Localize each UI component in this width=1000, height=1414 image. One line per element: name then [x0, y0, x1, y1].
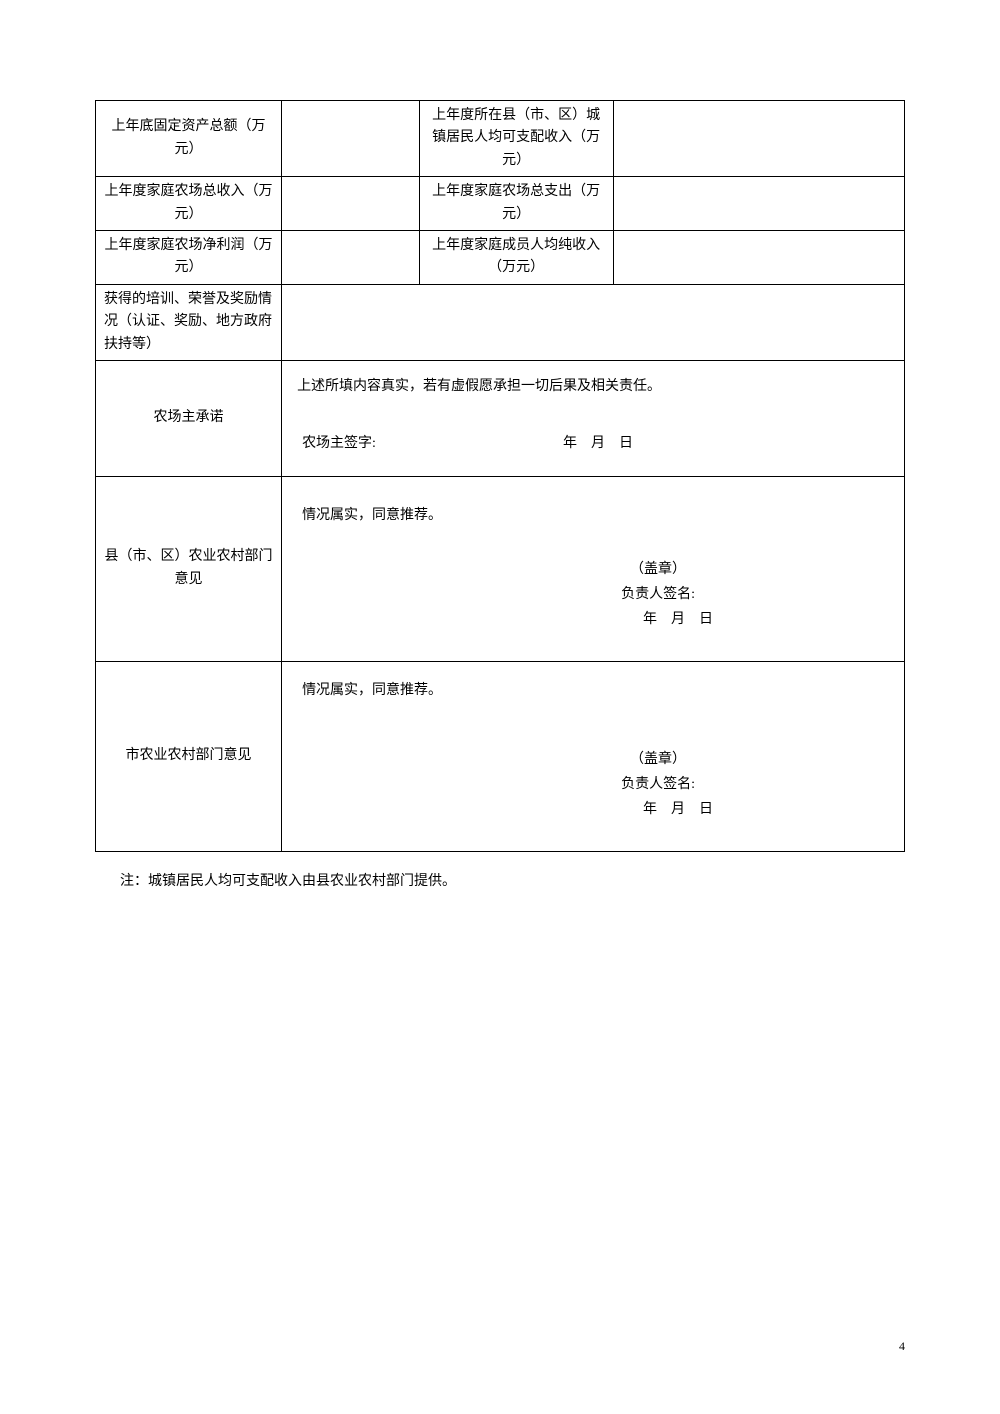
table-row: 上年底固定资产总额（万元） 上年度所在县（市、区）城镇居民人均可支配收入（万元） — [96, 101, 905, 177]
county-statement: 情况属实，同意推荐。 — [297, 505, 889, 527]
value-awards — [282, 284, 905, 360]
value-per-capita-income — [613, 230, 904, 284]
stamp-label: （盖章） — [427, 747, 889, 772]
commitment-content: 上述所填内容真实，若有虚假愿承担一切后果及相关责任。 农场主签字: 年 月 日 — [282, 360, 905, 476]
label-fixed-assets: 上年底固定资产总额（万元） — [96, 101, 282, 177]
commitment-statement: 上述所填内容真实，若有虚假愿承担一切后果及相关责任。 — [297, 376, 889, 398]
date-placeholder: 年 月 日 — [427, 797, 889, 822]
table-row: 农场主承诺 上述所填内容真实，若有虚假愿承担一切后果及相关责任。 农场主签字: … — [96, 360, 905, 476]
county-stamp-block: （盖章） 负责人签名: 年 月 日 — [297, 557, 889, 633]
label-commitment: 农场主承诺 — [96, 360, 282, 476]
label-disposable-income: 上年度所在县（市、区）城镇居民人均可支配收入（万元） — [419, 101, 613, 177]
page-number: 4 — [899, 1339, 905, 1354]
value-disposable-income — [613, 101, 904, 177]
label-city-opinion: 市农业农村部门意见 — [96, 661, 282, 851]
date-placeholder: 年 月 日 — [427, 607, 889, 632]
signature-line: 农场主签字: 年 月 日 — [297, 433, 889, 455]
label-total-expense: 上年度家庭农场总支出（万元） — [419, 177, 613, 231]
table-row: 市农业农村部门意见 情况属实，同意推荐。 （盖章） 负责人签名: 年 月 日 — [96, 661, 905, 851]
city-opinion-content: 情况属实，同意推荐。 （盖章） 负责人签名: 年 月 日 — [282, 661, 905, 851]
sig-label: 农场主签字: — [302, 436, 376, 451]
value-total-income — [282, 177, 420, 231]
label-total-income: 上年度家庭农场总收入（万元） — [96, 177, 282, 231]
label-awards: 获得的培训、荣誉及奖励情况（认证、奖励、地方政府扶持等） — [96, 284, 282, 360]
table-row: 县（市、区）农业农村部门意见 情况属实，同意推荐。 （盖章） 负责人签名: 年 … — [96, 476, 905, 661]
footnote: 注：城镇居民人均可支配收入由县农业农村部门提供。 — [95, 870, 905, 890]
responsible-sig: 负责人签名: — [427, 772, 889, 797]
value-total-expense — [613, 177, 904, 231]
label-net-profit: 上年度家庭农场净利润（万元） — [96, 230, 282, 284]
table-row: 获得的培训、荣誉及奖励情况（认证、奖励、地方政府扶持等） — [96, 284, 905, 360]
table-row: 上年度家庭农场总收入（万元） 上年度家庭农场总支出（万元） — [96, 177, 905, 231]
label-per-capita-income: 上年度家庭成员人均纯收入（万元） — [419, 230, 613, 284]
table-row: 上年度家庭农场净利润（万元） 上年度家庭成员人均纯收入（万元） — [96, 230, 905, 284]
county-opinion-content: 情况属实，同意推荐。 （盖章） 负责人签名: 年 月 日 — [282, 476, 905, 661]
value-net-profit — [282, 230, 420, 284]
city-stamp-block: （盖章） 负责人签名: 年 月 日 — [297, 747, 889, 823]
date-placeholder: 年 月 日 — [563, 436, 633, 451]
value-fixed-assets — [282, 101, 420, 177]
responsible-sig: 负责人签名: — [427, 582, 889, 607]
stamp-label: （盖章） — [427, 557, 889, 582]
label-county-opinion: 县（市、区）农业农村部门意见 — [96, 476, 282, 661]
city-statement: 情况属实，同意推荐。 — [297, 680, 889, 702]
form-table: 上年底固定资产总额（万元） 上年度所在县（市、区）城镇居民人均可支配收入（万元）… — [95, 100, 905, 852]
